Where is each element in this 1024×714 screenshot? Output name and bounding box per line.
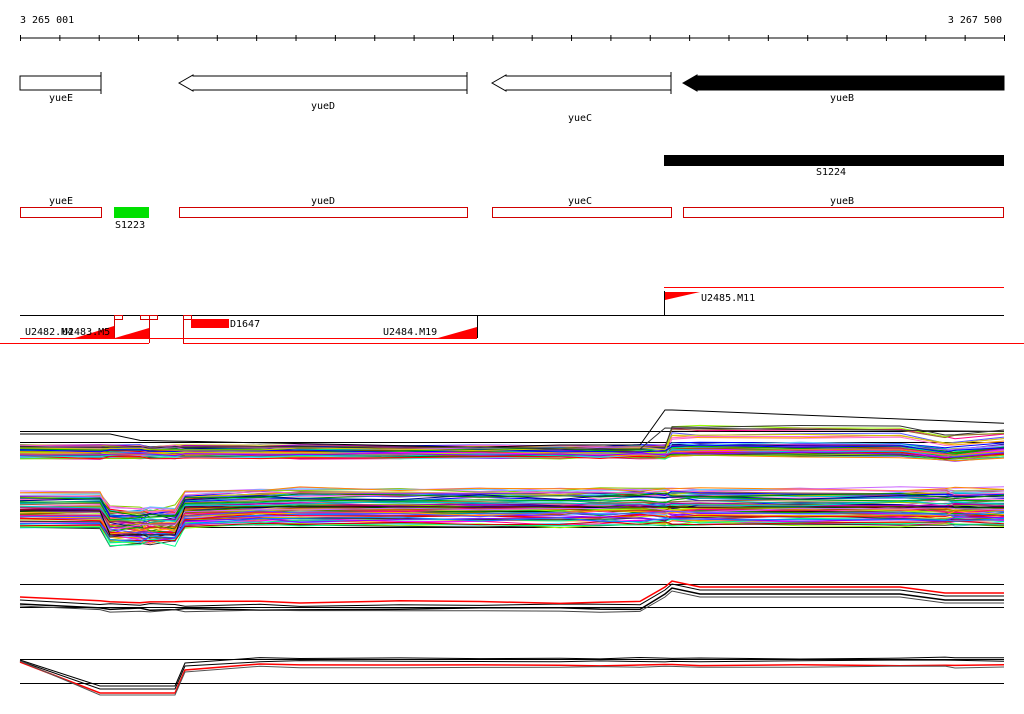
expression-panel-3 <box>19 580 1004 613</box>
panel-1-trace <box>20 427 1005 450</box>
panel-2-trace <box>19 489 1005 513</box>
gene-arrow-yueB[interactable] <box>681 74 1005 92</box>
transcript-U2483-wedge[interactable] <box>115 328 149 338</box>
panel-3-trace <box>19 590 1004 613</box>
feature-label-yueC: yueC <box>568 196 592 207</box>
panel-1-trace <box>19 445 1005 454</box>
feature-label-yueE: yueE <box>49 196 73 207</box>
transcript-step-1 <box>114 315 123 320</box>
gene-arrow-yueC[interactable] <box>490 74 672 92</box>
panel-3-trace <box>19 583 1004 607</box>
panel-1-traces <box>19 409 1005 462</box>
transcript-label-D1647: D1647 <box>230 319 260 330</box>
feature-track: yueE S1223 yueD yueC yueB <box>20 196 1004 231</box>
gene-label-yueD: yueD <box>311 101 335 112</box>
transcript-U2485-wedge[interactable] <box>665 292 700 300</box>
coord-start-label: 3 265 001 <box>20 15 74 26</box>
panel-2-trace <box>19 523 1005 547</box>
panel-4-trace <box>19 661 1005 694</box>
panel-4-traces <box>19 656 1005 696</box>
feature-box-S1223[interactable] <box>114 207 149 218</box>
gene-label-yueB: yueB <box>830 93 854 104</box>
transcript-U2482-wedge[interactable] <box>75 326 114 338</box>
panel-2-trace <box>19 494 1005 521</box>
panel-1-trace <box>20 409 1005 448</box>
gene-arrow-yueE[interactable] <box>19 75 102 91</box>
segment-label-S1224: S1224 <box>816 167 846 178</box>
panel-2-trace <box>19 516 1005 543</box>
panel-1-trace <box>19 451 1005 458</box>
panel-1-trace <box>19 433 1005 452</box>
feature-label-yueD: yueD <box>311 196 335 207</box>
ruler-ticks <box>20 35 1005 41</box>
transcript-track: U2485.M11 U2482.M4 U2483.M5 D1647 U2484.… <box>0 287 1024 344</box>
panel-1-trace <box>19 441 1005 459</box>
panel-1-trace <box>19 451 1005 460</box>
gene-track: yueE yueD yueC yueB <box>19 72 1005 124</box>
gene-arrow-yueD[interactable] <box>177 74 468 92</box>
panel-2-trace <box>19 510 1005 537</box>
transcript-U2484-wedge[interactable] <box>438 327 477 338</box>
panel-2-trace <box>19 492 1005 517</box>
coord-end-label: 3 267 500 <box>948 15 1002 26</box>
panel-1-trace <box>19 444 1005 454</box>
panel-4-trace <box>19 656 1005 687</box>
expression-panel-2 <box>19 486 1005 547</box>
transcript-label-U2485: U2485.M11 <box>701 293 755 304</box>
panel-2-trace <box>20 506 1004 536</box>
panel-2-traces <box>19 486 1005 547</box>
feature-label-S1223: S1223 <box>115 220 145 231</box>
panel-2-trace <box>19 500 1005 523</box>
gene-label-yueE: yueE <box>49 93 73 104</box>
feature-box-yueE[interactable] <box>20 207 102 218</box>
feature-box-yueD[interactable] <box>179 207 468 218</box>
feature-box-yueB[interactable] <box>683 207 1004 218</box>
expression-panel-4 <box>19 656 1005 696</box>
panel-4-trace <box>19 659 1005 690</box>
panel-1-trace <box>19 435 1005 449</box>
panel-2-trace <box>19 499 1005 523</box>
segment-track: S1224 <box>664 155 1004 178</box>
feature-label-yueB: yueB <box>830 196 854 207</box>
transcript-D1647-bar[interactable] <box>191 319 229 328</box>
transcript-step-3 <box>183 315 192 320</box>
panel-3-traces <box>19 580 1004 613</box>
expression-panel-1 <box>19 409 1005 462</box>
transcript-label-U2483: U2483.M5 <box>62 327 110 338</box>
panel-3-trace <box>19 580 1004 605</box>
panel-2-trace <box>19 505 1005 532</box>
transcript-label-U2484: U2484.M19 <box>383 327 437 338</box>
segment-bar-S1224[interactable] <box>664 155 1004 166</box>
gene-label-yueC: yueC <box>568 113 592 124</box>
panel-2-trace <box>19 496 1005 521</box>
panel-4-trace <box>19 660 1005 696</box>
transcript-label-U2482: U2482.M4 <box>25 327 73 338</box>
panel-3-trace <box>19 587 1004 612</box>
panel-2-trace <box>19 520 1005 542</box>
feature-box-yueC[interactable] <box>492 207 672 218</box>
coordinate-ruler: 3 265 001 3 267 500 <box>20 15 1005 41</box>
